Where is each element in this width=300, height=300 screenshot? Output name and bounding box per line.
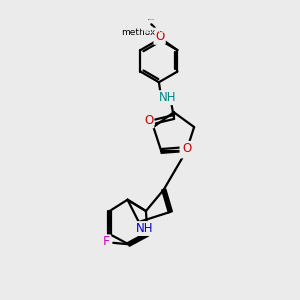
Text: F: F <box>103 236 110 248</box>
Text: O: O <box>154 31 164 44</box>
Text: O: O <box>156 30 165 43</box>
Text: NH: NH <box>135 222 153 235</box>
Text: O: O <box>144 114 153 128</box>
Text: N: N <box>181 145 189 158</box>
Text: methoxy: methoxy <box>137 26 176 35</box>
Text: methoxy: methoxy <box>151 16 158 18</box>
Text: O: O <box>182 142 192 155</box>
Text: methoxy: methoxy <box>144 27 150 28</box>
Text: NH: NH <box>159 91 177 104</box>
Text: methoxy: methoxy <box>121 28 161 38</box>
Text: methoxy2: methoxy2 <box>148 18 155 20</box>
